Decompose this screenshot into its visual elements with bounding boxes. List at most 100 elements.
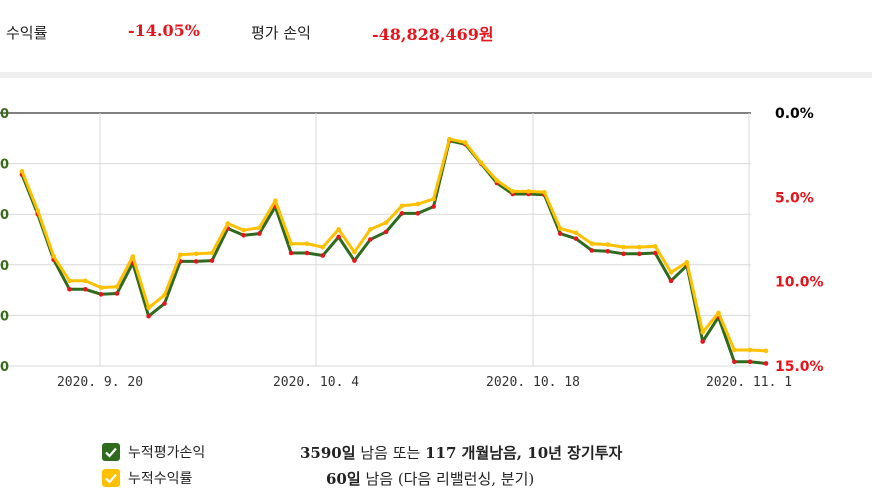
data-point	[288, 250, 294, 256]
data-point	[415, 201, 421, 207]
data-point	[83, 278, 88, 284]
x-axis-tick-label: 2020. 11. 1	[706, 375, 792, 390]
data-point	[557, 231, 563, 236]
data-point	[177, 252, 183, 257]
checkbox-checked-icon[interactable]	[102, 469, 120, 487]
remaining-period-text: 3590일 남음 또는 117 개월남음, 10년 장기투자	[300, 442, 622, 463]
data-point	[557, 226, 563, 231]
return-rate-label: 수익률	[6, 24, 48, 42]
legend-label: 누적수익률	[128, 471, 193, 487]
left-axis-tick-label: 0	[0, 309, 9, 324]
legend-item-return-rate[interactable]: 누적수익률	[102, 468, 192, 488]
data-point	[700, 339, 705, 344]
section-divider	[0, 72, 872, 78]
data-point	[304, 250, 310, 256]
data-point	[621, 244, 626, 250]
data-point	[272, 198, 278, 204]
left-axis-tick-label: 0	[0, 107, 9, 122]
data-point	[478, 160, 484, 166]
legend-label: 누적평가손익	[128, 445, 206, 461]
data-point	[605, 249, 611, 254]
data-point	[494, 178, 500, 183]
data-point	[431, 196, 436, 202]
data-point	[763, 348, 769, 354]
data-point	[320, 253, 326, 258]
data-point	[98, 285, 104, 290]
data-point	[114, 291, 120, 296]
data-point	[668, 278, 674, 284]
data-point	[700, 329, 705, 335]
data-point	[415, 211, 421, 216]
data-point	[257, 231, 262, 236]
data-point	[257, 225, 262, 230]
data-point	[573, 236, 579, 241]
data-point	[367, 227, 373, 232]
data-point	[383, 229, 389, 235]
data-point	[352, 258, 357, 263]
data-point	[399, 211, 405, 216]
rebalance-days: 60일	[326, 470, 361, 488]
data-point	[383, 220, 389, 225]
performance-chart: 0 0 0 0 0 0 2020. 9. 20 2020. 10. 4 2020. 10. 18…	[0, 106, 824, 390]
rebalance-note: 남음 (다음 리밸런싱, 분기)	[360, 470, 535, 488]
data-point	[193, 259, 199, 264]
rebalance-text: 60일 남음 (다음 리밸런싱, 분기)	[326, 468, 534, 489]
data-point	[304, 241, 310, 247]
data-point	[447, 136, 452, 142]
left-axis-tick-label: 0	[0, 360, 9, 375]
data-point	[162, 292, 167, 298]
left-axis-tick-label: 0	[0, 158, 9, 173]
data-point	[67, 278, 72, 284]
remaining-connector: 남음 또는	[355, 444, 426, 462]
data-point	[241, 232, 246, 238]
data-point	[146, 313, 151, 319]
data-point	[637, 244, 642, 250]
data-point	[652, 243, 658, 249]
data-point	[83, 286, 88, 292]
data-point	[146, 305, 151, 311]
data-point	[605, 242, 611, 247]
left-axis-tick-label: 0	[0, 208, 9, 223]
x-axis-tick-label: 2020. 10. 18	[486, 375, 580, 390]
right-axis-tick-label: 15.0%	[775, 359, 824, 375]
data-point	[336, 227, 341, 232]
data-point	[35, 208, 41, 214]
eval-profit-label: 평가 손익	[251, 24, 311, 42]
data-point	[716, 310, 721, 316]
right-axis-tick-label: 5.0%	[775, 190, 814, 206]
data-point	[336, 234, 341, 240]
data-point	[542, 189, 547, 195]
data-point	[668, 270, 674, 275]
data-point	[747, 359, 753, 365]
data-point	[621, 251, 626, 257]
data-point	[684, 259, 690, 265]
data-point	[763, 361, 769, 366]
data-point	[747, 347, 753, 353]
data-point	[67, 286, 72, 292]
data-point	[462, 140, 468, 145]
checkbox-checked-icon[interactable]	[102, 443, 120, 461]
data-point	[193, 251, 199, 257]
legend-item-eval-profit[interactable]: 누적평가손익	[102, 442, 205, 462]
data-point	[367, 237, 373, 242]
data-point	[241, 227, 246, 233]
data-point	[225, 221, 231, 226]
data-point	[573, 230, 579, 236]
data-point	[209, 258, 215, 263]
data-point	[162, 301, 167, 306]
remaining-months: 117 개월남음, 10년 장기투자	[425, 444, 623, 462]
left-axis-tick-label: 0	[0, 259, 9, 274]
data-point	[732, 347, 737, 353]
data-point	[431, 204, 436, 209]
series-line	[20, 139, 767, 365]
data-point	[209, 250, 215, 256]
summary-panel: 수익률 -14.05% 평가 손익 -48,828,469원	[0, 0, 872, 70]
data-point	[526, 189, 531, 194]
data-point	[114, 284, 120, 290]
data-point	[130, 254, 136, 259]
series-line	[20, 137, 767, 353]
data-point	[51, 254, 56, 259]
eval-profit-value: -48,828,469원	[372, 25, 494, 44]
right-axis-tick-label: 10.0%	[775, 275, 824, 291]
x-axis-tick-label: 2020. 10. 4	[273, 375, 359, 390]
